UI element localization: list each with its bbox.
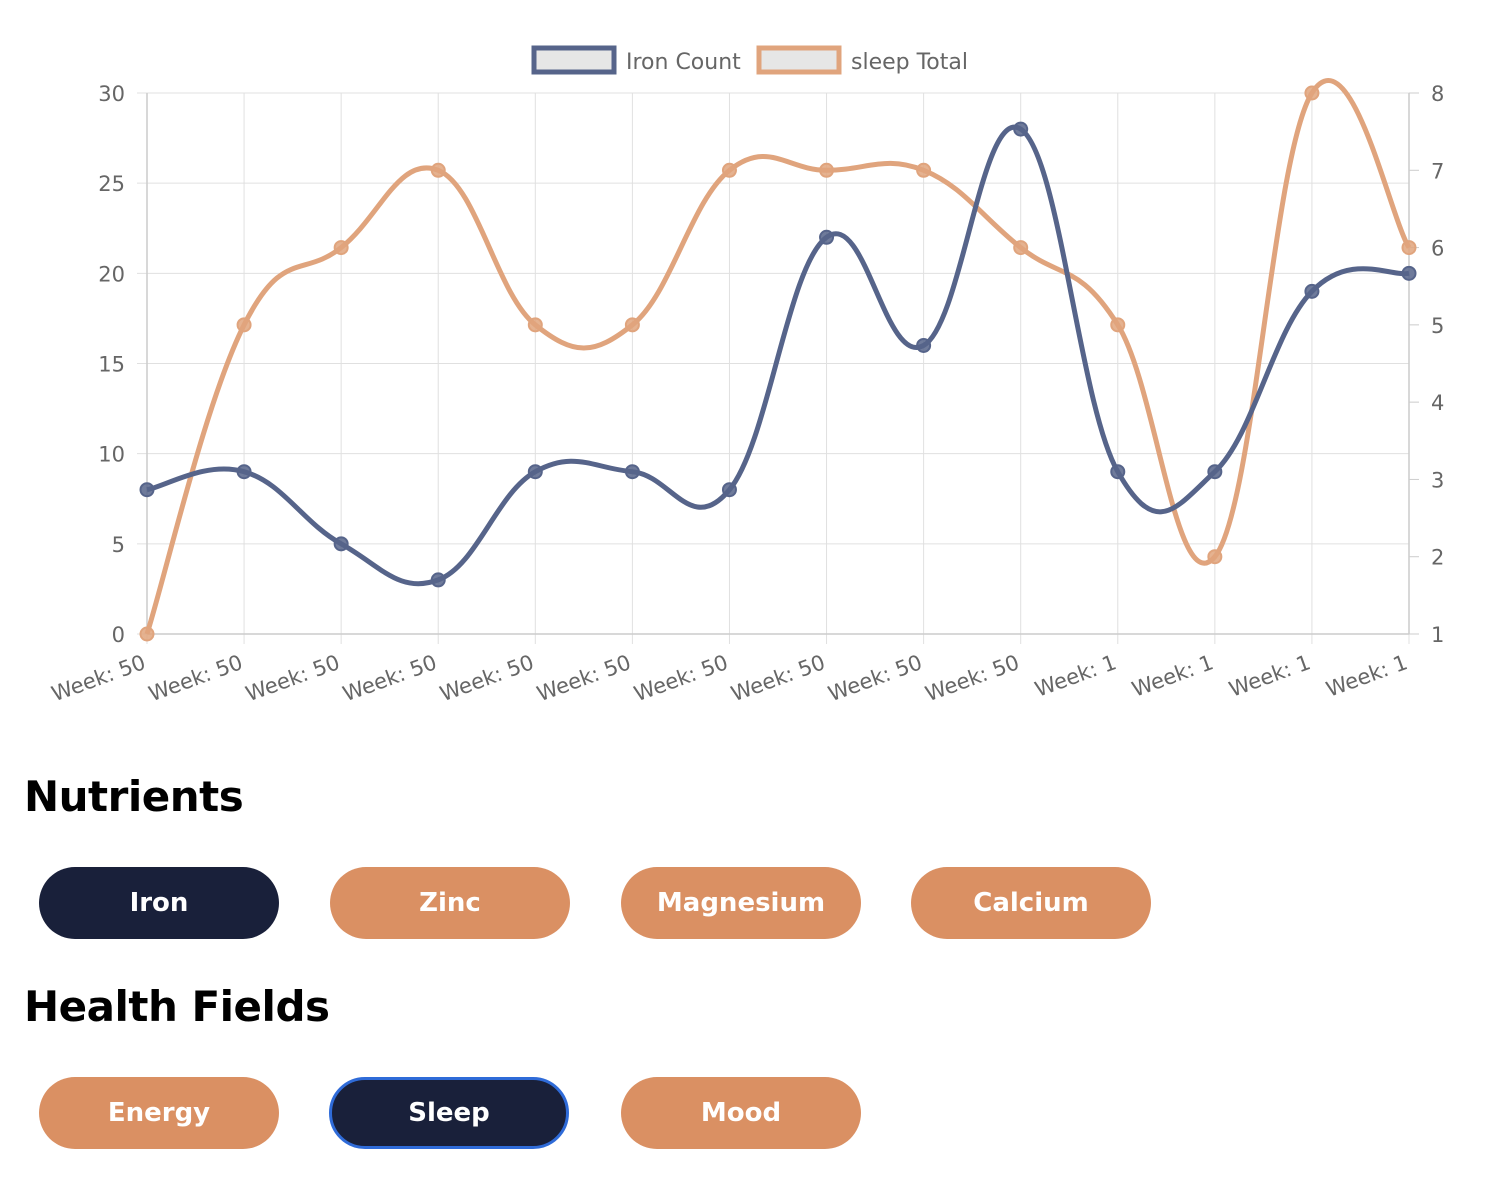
data-point[interactable] bbox=[527, 464, 543, 480]
data-point[interactable] bbox=[1110, 317, 1126, 333]
data-point[interactable] bbox=[527, 317, 543, 333]
data-point[interactable] bbox=[1110, 464, 1126, 480]
x-tick-label: Week: 50 bbox=[534, 650, 634, 706]
data-point[interactable] bbox=[1207, 549, 1223, 565]
y-right-tick-label: 1 bbox=[1431, 623, 1444, 647]
data-point[interactable] bbox=[721, 482, 737, 498]
y-right-tick-label: 7 bbox=[1431, 159, 1444, 183]
calcium-button[interactable]: Calcium bbox=[911, 867, 1151, 939]
legend-swatch bbox=[531, 45, 617, 75]
y-left-tick-label: 5 bbox=[112, 533, 125, 557]
data-point[interactable] bbox=[1401, 240, 1417, 256]
x-tick-label: Week: 50 bbox=[340, 650, 440, 706]
x-tick-label: Week: 1 bbox=[1129, 650, 1217, 702]
magnesium-button[interactable]: Magnesium bbox=[621, 867, 861, 939]
chart-series bbox=[139, 78, 1417, 642]
legend-item-iron-count[interactable]: Iron Count bbox=[531, 45, 741, 75]
data-point[interactable] bbox=[1207, 464, 1223, 480]
y-left-tick-label: 15 bbox=[98, 353, 125, 377]
x-tick-label: Week: 50 bbox=[145, 650, 245, 706]
legend-item-sleep-total[interactable]: sleep Total bbox=[756, 45, 968, 75]
data-point[interactable] bbox=[139, 482, 155, 498]
data-point[interactable] bbox=[1013, 121, 1029, 137]
data-point[interactable] bbox=[721, 162, 737, 178]
data-point[interactable] bbox=[139, 626, 155, 642]
data-point[interactable] bbox=[430, 572, 446, 588]
data-point[interactable] bbox=[1304, 85, 1320, 101]
y-right-tick-label: 3 bbox=[1431, 468, 1444, 492]
x-tick-label: Week: 1 bbox=[1323, 650, 1411, 702]
x-tick-label: Week: 1 bbox=[1032, 650, 1120, 702]
data-point[interactable] bbox=[236, 317, 252, 333]
data-point[interactable] bbox=[1401, 265, 1417, 281]
x-tick-label: Week: 50 bbox=[728, 650, 828, 706]
y-right-tick-label: 8 bbox=[1431, 82, 1444, 106]
health-fields-heading: Health Fields bbox=[24, 982, 330, 1031]
y-right-tick-label: 2 bbox=[1431, 546, 1444, 570]
data-point[interactable] bbox=[916, 162, 932, 178]
data-point[interactable] bbox=[819, 229, 835, 245]
x-tick-label: Week: 50 bbox=[922, 650, 1022, 706]
iron-button[interactable]: Iron bbox=[39, 867, 279, 939]
y-right-tick-label: 4 bbox=[1431, 391, 1444, 415]
x-tick-label: Week: 1 bbox=[1226, 650, 1314, 702]
y-right-tick-label: 5 bbox=[1431, 314, 1444, 338]
chart-legend[interactable]: Iron Count sleep Total bbox=[531, 45, 968, 75]
data-point[interactable] bbox=[624, 464, 640, 480]
x-tick-label: Week: 50 bbox=[437, 650, 537, 706]
data-point[interactable] bbox=[916, 337, 932, 353]
x-tick-label: Week: 50 bbox=[48, 650, 148, 706]
data-point[interactable] bbox=[430, 162, 446, 178]
legend-label: Iron Count bbox=[626, 50, 741, 75]
data-point[interactable] bbox=[1304, 283, 1320, 299]
data-point[interactable] bbox=[819, 162, 835, 178]
nutrients-heading: Nutrients bbox=[24, 772, 244, 821]
y-left-tick-label: 20 bbox=[98, 262, 125, 286]
y-axis-right: 1 2 3 4 5 6 7 8 bbox=[1431, 82, 1444, 647]
y-right-tick-label: 6 bbox=[1431, 237, 1444, 261]
data-point[interactable] bbox=[236, 464, 252, 480]
legend-swatch bbox=[756, 45, 842, 75]
series-line bbox=[146, 124, 1410, 587]
data-point[interactable] bbox=[333, 240, 349, 256]
y-axis-left: 0 5 10 15 20 25 30 bbox=[98, 82, 125, 647]
energy-button[interactable]: Energy bbox=[39, 1077, 279, 1149]
chart-grid bbox=[137, 92, 1419, 644]
series-sleep-total bbox=[139, 78, 1417, 642]
series-iron-count bbox=[139, 121, 1417, 588]
y-left-tick-label: 10 bbox=[98, 443, 125, 467]
y-left-tick-label: 0 bbox=[112, 623, 125, 647]
y-left-tick-label: 25 bbox=[98, 172, 125, 196]
data-point[interactable] bbox=[624, 317, 640, 333]
x-tick-label: Week: 50 bbox=[631, 650, 731, 706]
x-tick-label: Week: 50 bbox=[243, 650, 343, 706]
x-tick-label: Week: 50 bbox=[825, 650, 925, 706]
mood-button[interactable]: Mood bbox=[621, 1077, 861, 1149]
data-point[interactable] bbox=[1013, 240, 1029, 256]
data-point[interactable] bbox=[333, 536, 349, 552]
sleep-button[interactable]: Sleep bbox=[329, 1077, 569, 1149]
legend-label: sleep Total bbox=[851, 50, 968, 75]
zinc-button[interactable]: Zinc bbox=[330, 867, 570, 939]
y-left-tick-label: 30 bbox=[98, 82, 125, 106]
